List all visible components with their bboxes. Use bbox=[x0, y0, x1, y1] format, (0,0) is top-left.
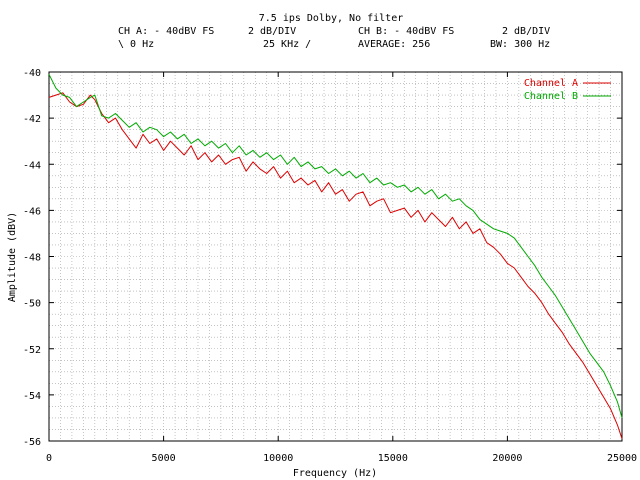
x-tick-label: 0 bbox=[46, 453, 52, 464]
y-tick-label: -52 bbox=[23, 345, 41, 356]
average-count: AVERAGE: 256 bbox=[358, 39, 430, 50]
y-tick-label: -46 bbox=[23, 206, 41, 217]
chart-title: 7.5 ips Dolby, No filter bbox=[259, 13, 404, 24]
ch-b-level: CH B: - 40dBV FS bbox=[358, 26, 454, 37]
y-tick-label: -50 bbox=[23, 299, 41, 310]
axis-ticks: 0 5000 10000 15000 20000 25000 -40 -42 -44 -46 -48… bbox=[23, 68, 637, 464]
ch-a-div: 2 dB/DIV bbox=[248, 26, 296, 37]
x-tick-label: 10000 bbox=[263, 453, 293, 464]
plot-grid bbox=[49, 72, 622, 441]
plot-frame bbox=[48, 71, 623, 442]
x-tick-label: 25000 bbox=[607, 453, 637, 464]
series-line-channel-b bbox=[48, 74, 623, 419]
y-tick-label: -42 bbox=[23, 114, 41, 125]
series-lines bbox=[48, 74, 623, 439]
y-tick-label: -44 bbox=[23, 160, 41, 171]
x-axis-title: Frequency (Hz) bbox=[293, 468, 377, 479]
y-tick-label: -40 bbox=[23, 68, 41, 79]
legend-label-channel-b: Channel B bbox=[524, 91, 578, 102]
y-tick-label: -56 bbox=[23, 437, 41, 448]
stop-frequency: 25 KHz / bbox=[263, 39, 311, 50]
x-tick-label: 20000 bbox=[492, 453, 522, 464]
y-axis-title: Amplitude (dBV) bbox=[7, 212, 18, 302]
x-tick-label: 15000 bbox=[378, 453, 408, 464]
legend-label-channel-a: Channel A bbox=[524, 78, 578, 89]
ch-a-level: CH A: - 40dBV FS bbox=[118, 26, 214, 37]
y-tick-label: -54 bbox=[23, 391, 41, 402]
x-tick-label: 5000 bbox=[152, 453, 176, 464]
legend: Channel A Channel B bbox=[524, 78, 611, 102]
series-line-channel-a bbox=[48, 92, 623, 439]
ch-b-div: 2 dB/DIV bbox=[502, 26, 550, 37]
bandwidth: BW: 300 Hz bbox=[490, 39, 550, 50]
y-tick-label: -48 bbox=[23, 253, 41, 264]
start-frequency: \ 0 Hz bbox=[118, 39, 154, 50]
